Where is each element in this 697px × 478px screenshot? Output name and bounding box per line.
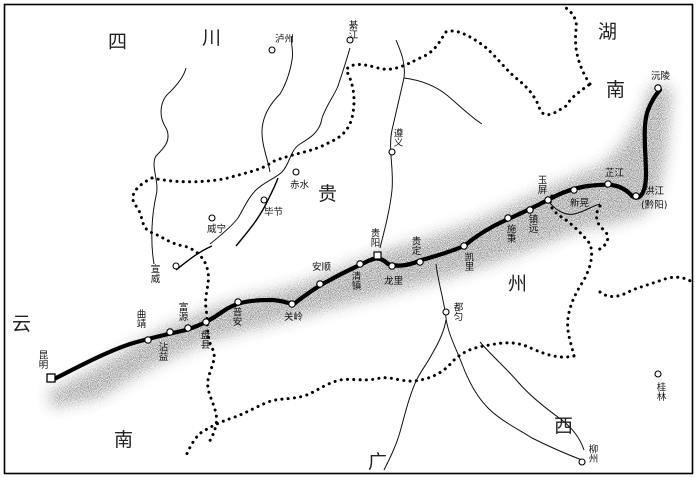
- city-label-zunyi: 遵义: [392, 127, 404, 147]
- station-marker-bijie: [260, 196, 268, 204]
- city-label-chishui: 赤水: [290, 179, 310, 191]
- city-label-xinhuang: 新晃: [570, 197, 590, 209]
- boundary-guizhou-hunan: [564, 6, 592, 86]
- city-label-guiyang: 贵阳: [369, 227, 381, 247]
- station-marker-zunyi: [388, 148, 396, 156]
- city-label-qujing: 曲靖: [135, 309, 147, 328]
- region-label-sichuan-2: 川: [202, 27, 221, 49]
- branch-railways: [175, 177, 279, 271]
- boundary-yunnan-guizhou: [131, 176, 218, 446]
- station-marker-kunming: [46, 373, 56, 383]
- boundary-guizhou-hunan-east: [548, 194, 594, 358]
- station-marker-guiyang: [373, 251, 382, 260]
- station-marker-guanling: [288, 300, 296, 308]
- city-label-kunming: 昆明: [37, 350, 49, 370]
- corridor-shading: [48, 84, 672, 408]
- station-marker-guiding: [416, 258, 424, 266]
- station-marker-zhijiang: [604, 180, 612, 188]
- station-marker-weining: [208, 214, 216, 222]
- boundary-hunan-east-loop: [595, 204, 610, 252]
- city-label-qingzhen: 清镇: [350, 270, 362, 291]
- city-label-luzhou: 泸州: [275, 34, 294, 45]
- city-label-zhenyuan: 镇远: [527, 213, 539, 234]
- city-label-guiding: 贵定: [410, 235, 422, 256]
- station-marker-longli: [388, 262, 396, 270]
- city-label-qijiang: 綦江: [347, 19, 359, 40]
- city-labels: 泸州 綦江 遵义 赤水 毕节 威宁 宣威 曲靖 沾益 富源 盘县 普安 关岭 安…: [37, 19, 671, 463]
- city-label-shibing: 施秉: [505, 223, 517, 244]
- station-marker-yuanling: [654, 84, 662, 92]
- city-label-anshun: 安顺: [312, 261, 332, 273]
- station-marker-fuyuan: [184, 324, 192, 332]
- station-marker-chishui: [292, 168, 300, 176]
- map-frame: [3, 3, 694, 475]
- station-marker-qijiang: [346, 36, 354, 44]
- city-label-longli: 龙里: [384, 275, 403, 287]
- station-marker-panxian: [202, 318, 210, 326]
- region-label-hunan-1: 湖: [598, 21, 617, 43]
- city-label-liuzhou: 柳州: [587, 443, 599, 463]
- provincial-boundaries: [131, 6, 694, 458]
- city-label-duyun: 都匀: [452, 302, 464, 322]
- station-marker-puan: [234, 298, 242, 306]
- city-label-yuping: 玉屏: [536, 175, 548, 195]
- station-marker-hongjiang: [632, 192, 640, 200]
- city-label-guilin: 桂林: [655, 381, 667, 402]
- station-marker-xinhuang: [570, 186, 578, 194]
- rivers: [151, 35, 601, 471]
- region-label-sichuan-1: 四: [108, 31, 127, 53]
- station-marker-qujing: [144, 336, 152, 344]
- city-label-puan: 普安: [231, 306, 243, 327]
- station-marker-zhanyi: [166, 328, 174, 336]
- station-marker-liuzhou: [578, 458, 586, 466]
- city-label-zhijiang: 芷江: [605, 167, 625, 179]
- boundary-sichuan-guizhou: [150, 29, 592, 184]
- city-label-panxian: 盘县: [199, 329, 211, 350]
- city-label-guanling: 关岭: [284, 311, 304, 323]
- station-marker-guilin: [654, 370, 662, 378]
- region-label-guangxi-1: 广: [368, 451, 387, 473]
- city-label-hongjiang: 洪江: [645, 185, 665, 197]
- station-markers: [144, 36, 662, 466]
- city-label-kaili: 凯里: [463, 251, 475, 271]
- region-label-guizhou-2: 州: [508, 273, 527, 295]
- city-label-qianyang: (黔阳): [641, 199, 667, 211]
- station-marker-zhenyuan: [526, 206, 534, 214]
- station-marker-duyun: [442, 308, 450, 316]
- region-label-yunnan-1: 云: [12, 313, 31, 335]
- region-labels: 四 川 湖 南 贵 州 云 南 广 西: [12, 21, 625, 473]
- region-label-guizhou-1: 贵: [318, 183, 337, 205]
- city-label-zhanyi: 沾益: [157, 341, 169, 361]
- city-label-fuyuan: 富源: [177, 301, 189, 322]
- station-marker-luzhou: [268, 46, 276, 54]
- station-marker-xuanwei: [172, 262, 180, 270]
- station-marker-shibing: [504, 214, 512, 222]
- city-label-bijie: 毕节: [264, 206, 283, 218]
- boundary-guizhou-guangxi: [184, 341, 576, 458]
- station-marker-yuping: [544, 196, 552, 204]
- station-marker-kaili: [460, 242, 468, 250]
- station-marker-anshun: [316, 280, 324, 288]
- city-label-xuanwei: 宣威: [149, 263, 161, 284]
- region-label-hunan-2: 南: [606, 79, 625, 101]
- city-label-weining: 威宁: [207, 223, 226, 235]
- city-label-yuanling: 沅陵: [651, 70, 671, 82]
- station-marker-qingzhen: [356, 260, 364, 268]
- boundary-guangxi-hunan: [598, 275, 694, 298]
- region-label-yunnan-2: 南: [114, 429, 133, 451]
- region-label-guangxi-2: 西: [554, 415, 573, 437]
